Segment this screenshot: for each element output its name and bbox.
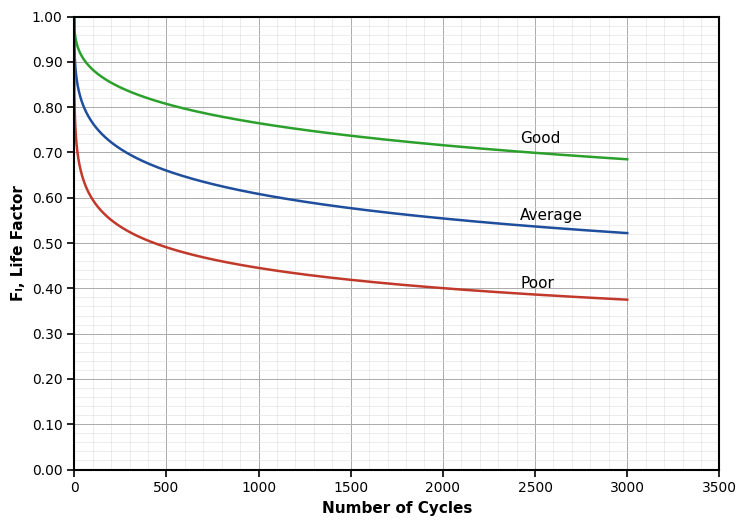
X-axis label: Number of Cycles: Number of Cycles	[322, 501, 472, 516]
Text: Poor: Poor	[521, 276, 554, 290]
Y-axis label: Fₗ, Life Factor: Fₗ, Life Factor	[11, 185, 26, 301]
Text: Average: Average	[521, 208, 583, 223]
Text: Good: Good	[521, 131, 561, 145]
